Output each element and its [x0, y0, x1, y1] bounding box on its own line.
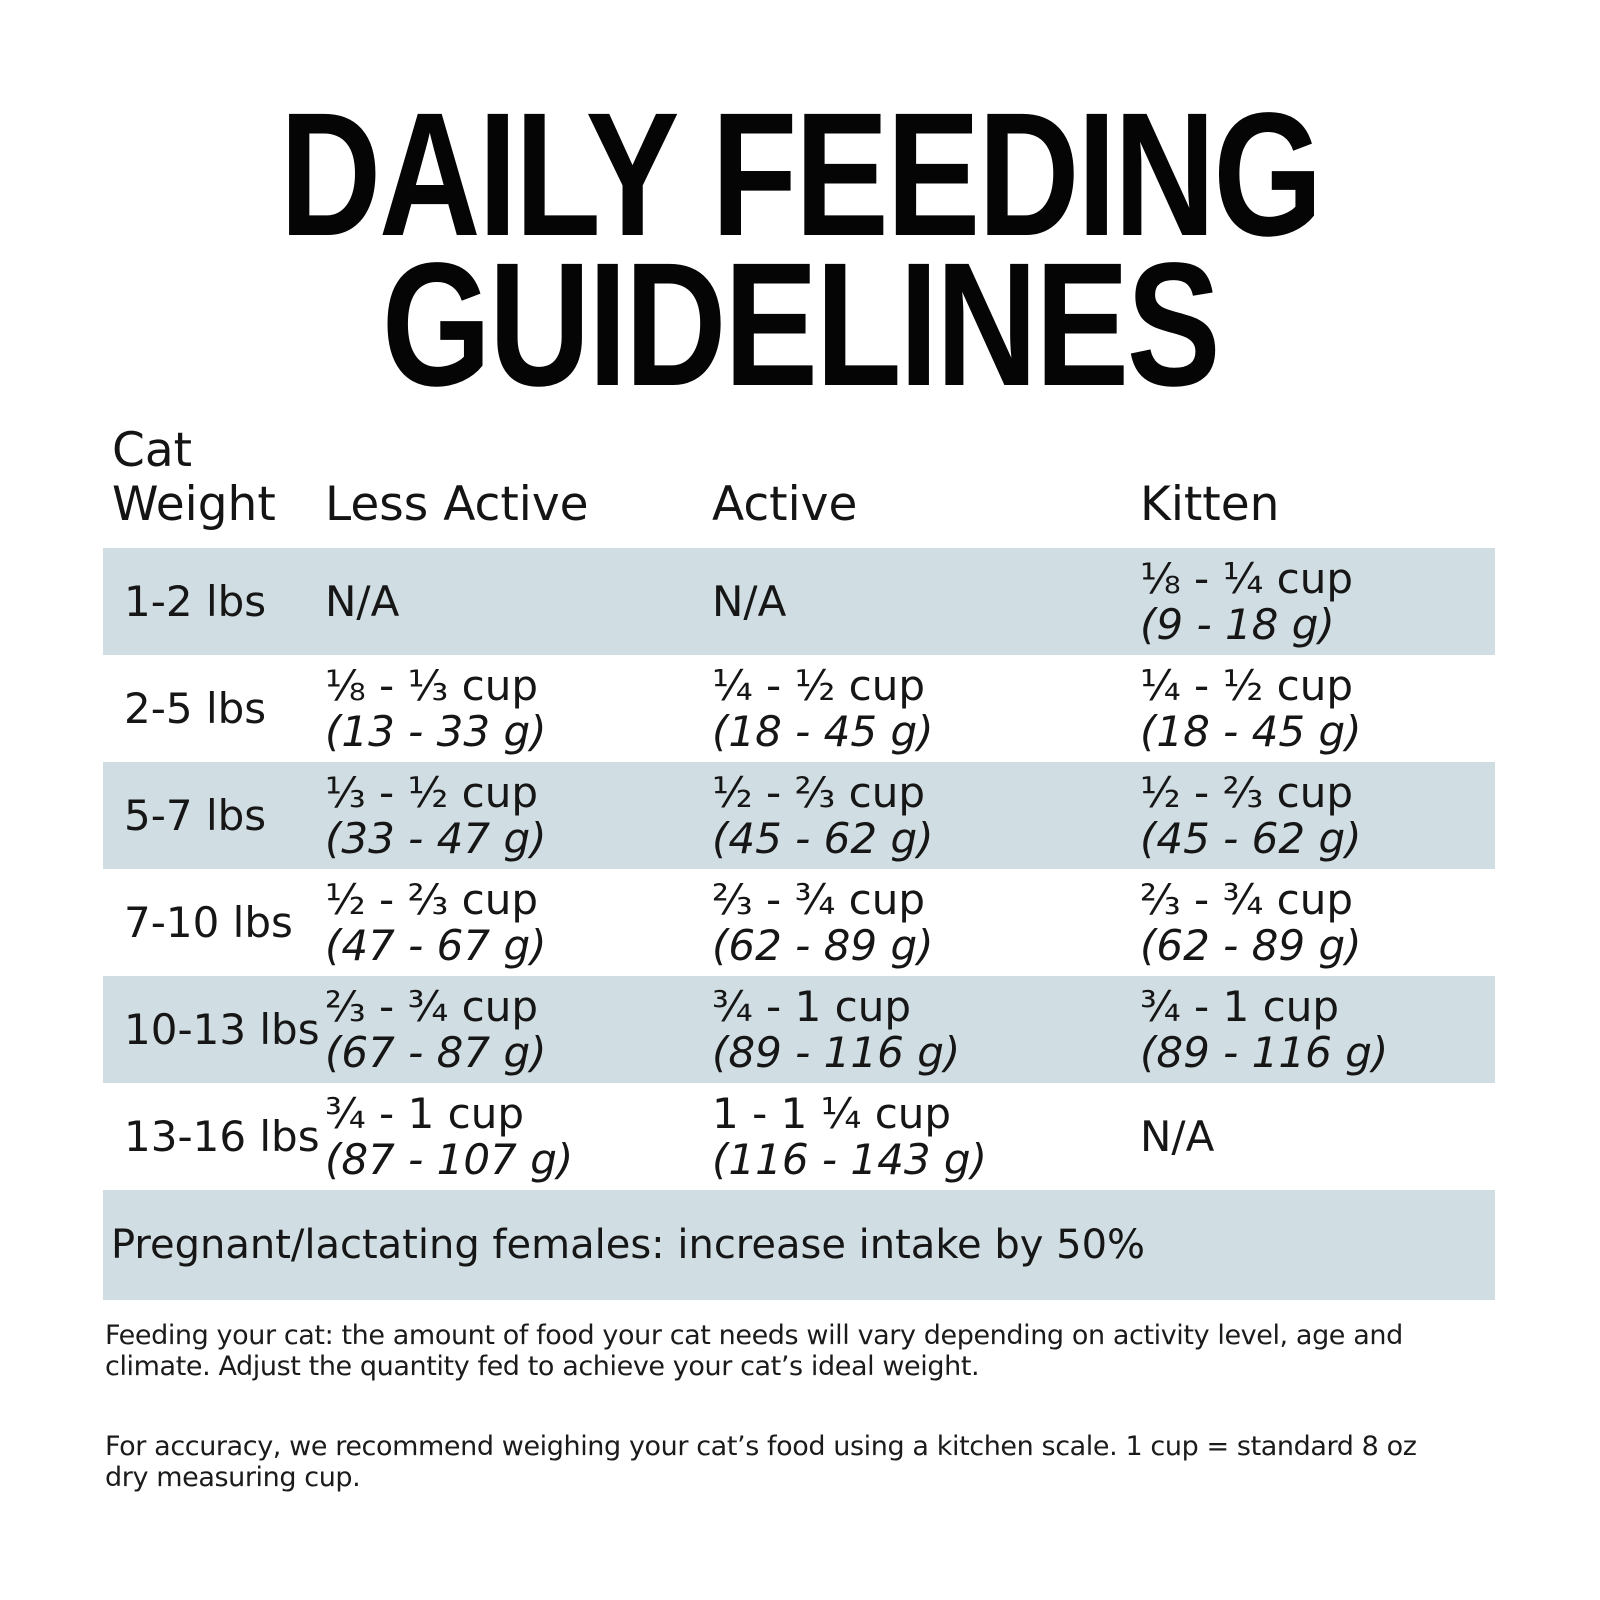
- cell-kitten: ¼ - ½ cup (18 - 45 g): [1140, 660, 1495, 756]
- header-cat-weight-label: Cat Weight: [103, 424, 325, 532]
- page-title: DAILY FEEDING GUIDELINES: [0, 77, 1600, 423]
- cell-active: ¾ - 1 cup (89 - 116 g): [712, 981, 1140, 1077]
- header-less-active-label: Less Active: [325, 477, 589, 532]
- weight-value: 13-16 lbs: [124, 1111, 320, 1161]
- note-paragraph-2: For accuracy, we recommend weighing your…: [105, 1431, 1565, 1493]
- cell-active: 1 - 1 ¼ cup (116 - 143 g): [712, 1088, 1140, 1184]
- cell-kitten: ⅛ - ¼ cup (9 - 18 g): [1140, 553, 1495, 649]
- cell-less-active: ⅓ - ½ cup (33 - 47 g): [325, 767, 712, 863]
- table-row: 2-5 lbs ⅛ - ⅓ cup (13 - 33 g) ¼ - ½ cup …: [103, 655, 1495, 762]
- cup-value: 1 - 1 ¼ cup: [712, 1088, 952, 1138]
- cell-weight: 1-2 lbs: [103, 576, 325, 626]
- grams-value: (18 - 45 g): [1140, 706, 1362, 756]
- table-row: 1-2 lbs N/A N/A ⅛ - ¼ cup (9 - 18 g): [103, 548, 1495, 655]
- grams-value: (87 - 107 g): [325, 1134, 574, 1184]
- note-paragraph-1: Feeding your cat: the amount of food you…: [105, 1320, 1565, 1382]
- header-cat-line: Cat: [112, 423, 193, 478]
- grams-value: (62 - 89 g): [712, 920, 934, 970]
- cup-value: ¾ - 1 cup: [712, 981, 912, 1031]
- pregnant-banner: Pregnant/lactating females: increase int…: [103, 1190, 1495, 1300]
- title-line-2: GUIDELINES: [381, 227, 1221, 423]
- grams-value: (47 - 67 g): [325, 920, 547, 970]
- cell-less-active: ¾ - 1 cup (87 - 107 g): [325, 1088, 712, 1184]
- cell-less-active: N/A: [325, 576, 712, 626]
- cup-value: ⅓ - ½ cup: [325, 767, 538, 817]
- cell-weight: 10-13 lbs: [103, 1004, 325, 1054]
- cell-weight: 5-7 lbs: [103, 790, 325, 840]
- cell-less-active: ½ - ⅔ cup (47 - 67 g): [325, 874, 712, 970]
- table-row: 5-7 lbs ⅓ - ½ cup (33 - 47 g) ½ - ⅔ cup …: [103, 762, 1495, 869]
- cell-weight: 2-5 lbs: [103, 683, 325, 733]
- grams-value: (18 - 45 g): [712, 706, 934, 756]
- cup-value: ⅛ - ¼ cup: [1140, 553, 1353, 603]
- note-2-line-2: dry measuring cup.: [105, 1462, 361, 1493]
- header-weight-line: Weight: [112, 477, 276, 532]
- grams-value: (89 - 116 g): [1140, 1027, 1389, 1077]
- cup-value: N/A: [712, 576, 787, 626]
- title-line-1: DAILY FEEDING: [279, 77, 1323, 273]
- table-row: 10-13 lbs ⅔ - ¾ cup (67 - 87 g) ¾ - 1 cu…: [103, 976, 1495, 1083]
- grams-value: (13 - 33 g): [325, 706, 547, 756]
- grams-value: (9 - 18 g): [1140, 599, 1335, 649]
- grams-value: (62 - 89 g): [1140, 920, 1362, 970]
- cell-weight: 13-16 lbs: [103, 1111, 325, 1161]
- cup-value: ¾ - 1 cup: [325, 1088, 525, 1138]
- grams-value: (45 - 62 g): [712, 813, 934, 863]
- grams-value: (116 - 143 g): [712, 1134, 987, 1184]
- cup-value: ¼ - ½ cup: [1140, 660, 1353, 710]
- cup-value: ½ - ⅔ cup: [712, 767, 925, 817]
- cell-weight: 7-10 lbs: [103, 897, 325, 947]
- weight-value: 7-10 lbs: [124, 897, 293, 947]
- cup-value: N/A: [325, 576, 400, 626]
- weight-value: 1-2 lbs: [124, 576, 267, 626]
- cup-value: ⅔ - ¾ cup: [712, 874, 925, 924]
- cell-active: ½ - ⅔ cup (45 - 62 g): [712, 767, 1140, 863]
- cell-active: N/A: [712, 576, 1140, 626]
- cell-kitten: N/A: [1140, 1111, 1495, 1161]
- cup-value: ½ - ⅔ cup: [1140, 767, 1353, 817]
- cell-less-active: ⅔ - ¾ cup (67 - 87 g): [325, 981, 712, 1077]
- note-2-line-1: For accuracy, we recommend weighing your…: [105, 1431, 1417, 1462]
- cell-active: ¼ - ½ cup (18 - 45 g): [712, 660, 1140, 756]
- cell-kitten: ⅔ - ¾ cup (62 - 89 g): [1140, 874, 1495, 970]
- cup-value: ⅛ - ⅓ cup: [325, 660, 538, 710]
- cup-value: ¾ - 1 cup: [1140, 981, 1340, 1031]
- grams-value: (33 - 47 g): [325, 813, 547, 863]
- header-active-label: Active: [712, 477, 858, 532]
- cup-value: ¼ - ½ cup: [712, 660, 925, 710]
- note-1-line-2: climate. Adjust the quantity fed to achi…: [105, 1351, 980, 1382]
- grams-value: (89 - 116 g): [712, 1027, 961, 1077]
- cup-value: ⅔ - ¾ cup: [1140, 874, 1353, 924]
- cell-kitten: ½ - ⅔ cup (45 - 62 g): [1140, 767, 1495, 863]
- grams-value: (45 - 62 g): [1140, 813, 1362, 863]
- weight-value: 5-7 lbs: [124, 790, 267, 840]
- cup-value: ⅔ - ¾ cup: [325, 981, 538, 1031]
- note-1-line-1: Feeding your cat: the amount of food you…: [105, 1320, 1403, 1351]
- table-row: 13-16 lbs ¾ - 1 cup (87 - 107 g) 1 - 1 ¼…: [103, 1083, 1495, 1190]
- table-body: 1-2 lbs N/A N/A ⅛ - ¼ cup (9 - 18 g) 2-5…: [103, 548, 1495, 1300]
- table-row: 7-10 lbs ½ - ⅔ cup (47 - 67 g) ⅔ - ¾ cup…: [103, 869, 1495, 976]
- cell-kitten: ¾ - 1 cup (89 - 116 g): [1140, 981, 1495, 1077]
- cup-value: ½ - ⅔ cup: [325, 874, 538, 924]
- weight-value: 10-13 lbs: [124, 1004, 320, 1054]
- grams-value: (67 - 87 g): [325, 1027, 547, 1077]
- header-kitten-label: Kitten: [1140, 477, 1280, 532]
- table-header: Cat Weight Less Active Active Kitten: [103, 424, 1495, 532]
- cell-active: ⅔ - ¾ cup (62 - 89 g): [712, 874, 1140, 970]
- cup-value: N/A: [1140, 1111, 1215, 1161]
- weight-value: 2-5 lbs: [124, 683, 267, 733]
- cell-less-active: ⅛ - ⅓ cup (13 - 33 g): [325, 660, 712, 756]
